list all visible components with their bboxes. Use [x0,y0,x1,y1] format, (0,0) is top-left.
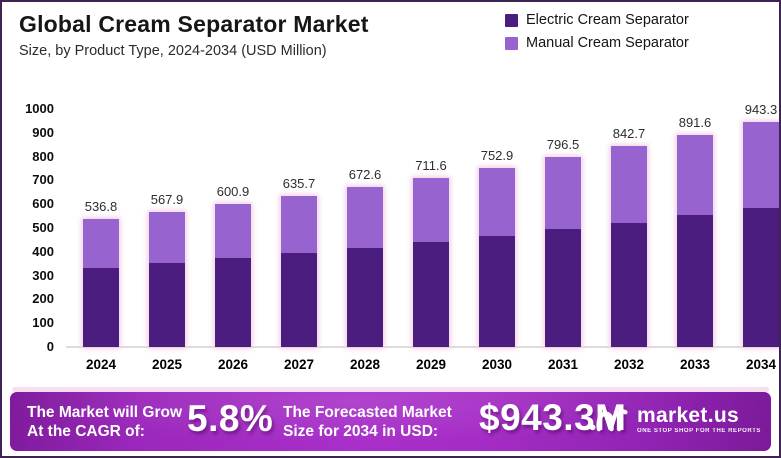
bar-total-label-2034: 943.3 [744,102,778,118]
bar-total-label-2026: 600.9 [216,183,250,199]
legend-label-manual: Manual Cream Separator [526,35,689,51]
bar-total-label-2028: 672.6 [348,166,382,182]
bar-segment-manual-2025 [149,211,185,264]
y-axis-tick-300: 300 [32,267,54,283]
bar-segment-manual-2029 [413,177,449,242]
bar-segment-electric-2034 [743,207,779,347]
y-axis-tick-200: 200 [32,291,54,307]
bar-2031 [545,157,581,347]
bar-2029 [413,177,449,347]
brand-name: market.us [637,403,739,427]
chart-legend: Electric Cream Separator Manual Cream Se… [505,12,689,58]
x-axis-label-2029: 2029 [415,357,447,372]
x-axis-label-2027: 2027 [283,357,315,372]
legend-label-electric: Electric Cream Separator [526,12,689,28]
bar-segment-electric-2026 [215,258,251,347]
x-axis-label-2033: 2033 [679,357,711,372]
bar-total-label-2025: 567.9 [150,191,184,207]
page-subtitle: Size, by Product Type, 2024-2034 (USD Mi… [19,43,327,59]
bar-2030 [479,167,515,347]
cagr-value: 5.8% [187,398,274,439]
bar-segment-manual-2031 [545,157,581,230]
bar-segment-manual-2034 [743,122,779,208]
x-axis-line [66,346,778,348]
bar-2028 [347,186,383,347]
x-axis-label-2030: 2030 [481,357,513,372]
x-axis-label-2028: 2028 [349,357,381,372]
bar-segment-electric-2031 [545,229,581,347]
bar-segment-electric-2027 [281,253,317,347]
x-axis-label-2032: 2032 [613,357,645,372]
legend-swatch-electric-icon [505,13,518,27]
bar-segment-manual-2030 [479,167,515,236]
y-axis-tick-1000: 1000 [25,101,54,116]
legend-item-manual: Manual Cream Separator [505,35,689,51]
bar-2026 [215,203,251,347]
footer-banner: The Market will Grow At the CAGR of: 5.8… [10,392,771,451]
bar-2034 [743,122,779,347]
header: Global Cream Separator Market Size, by P… [19,11,369,59]
bar-total-label-2031: 796.5 [546,137,580,153]
x-axis-label-2031: 2031 [547,357,579,372]
bar-segment-electric-2032 [611,222,647,347]
bar-segment-manual-2026 [215,203,251,259]
brand-tagline: ONE STOP SHOP FOR THE REPORTS [637,427,761,434]
bar-total-label-2027: 635.7 [282,175,316,191]
y-axis-tick-600: 600 [32,196,54,212]
y-axis-tick-0: 0 [46,339,54,354]
bar-segment-manual-2028 [347,186,383,248]
forecast-label: The Forecasted Market Size for 2034 in U… [283,404,452,440]
bar-total-label-2033: 891.6 [678,114,712,130]
bar-2025 [149,211,185,347]
x-axis-label-2024: 2024 [85,357,117,372]
bar-2033 [677,134,713,347]
bar-segment-manual-2032 [611,146,647,223]
bar-segment-manual-2033 [677,134,713,216]
bar-total-label-2030: 752.9 [480,147,514,163]
cagr-label: The Market will Grow At the CAGR of: [27,404,183,440]
marketus-logo-icon [589,409,628,432]
bar-segment-electric-2030 [479,235,515,347]
bar-2027 [281,195,317,347]
x-axis-label-2025: 2025 [151,357,183,372]
bar-2032 [611,146,647,347]
banner-top-strip [12,387,769,392]
bar-segment-manual-2027 [281,195,317,254]
bar-total-label-2029: 711.6 [415,157,447,173]
bar-segment-electric-2024 [83,267,119,347]
x-axis-label-2034: 2034 [745,357,777,372]
y-axis-tick-700: 700 [32,172,54,188]
legend-item-electric: Electric Cream Separator [505,12,689,28]
bar-segment-electric-2028 [347,247,383,347]
page-title: Global Cream Separator Market [19,11,369,37]
bar-total-label-2024: 536.8 [84,199,118,215]
y-axis-tick-900: 900 [32,124,54,140]
marketus-brand: market.us ONE STOP SHOP FOR THE REPORTS [588,404,761,434]
bar-segment-electric-2033 [677,215,713,347]
y-axis-tick-400: 400 [32,243,54,259]
bar-total-label-2032: 842.7 [612,126,646,142]
brand-text: market.us ONE STOP SHOP FOR THE REPORTS [637,405,761,434]
bar-segment-electric-2029 [413,241,449,347]
bar-2024 [83,219,119,347]
legend-swatch-manual-icon [505,36,518,50]
bar-segment-electric-2025 [149,263,185,347]
y-axis-tick-100: 100 [32,315,54,331]
y-axis-tick-500: 500 [32,220,54,235]
bar-segment-manual-2024 [83,219,119,268]
y-axis-tick-800: 800 [32,148,54,164]
x-axis-label-2026: 2026 [217,357,249,372]
